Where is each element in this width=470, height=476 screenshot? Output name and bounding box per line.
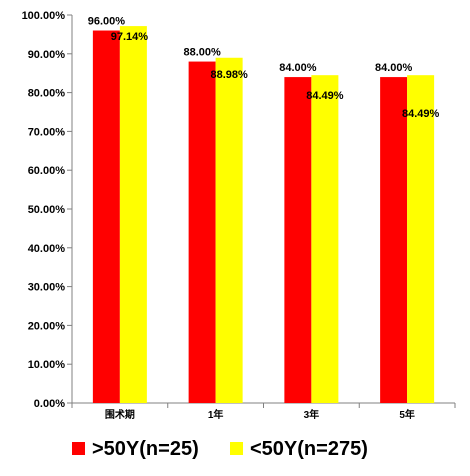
- data-label: 84.00%: [279, 62, 317, 74]
- data-label: 84.49%: [306, 90, 344, 102]
- legend-swatch: [230, 442, 243, 455]
- y-tick-label: 10.00%: [28, 359, 66, 371]
- y-tick-label: 60.00%: [28, 165, 66, 177]
- y-tick-label: 20.00%: [28, 320, 66, 332]
- chart-axes: 0.00% 10.00% 20.00% 30.00% 40.00% 50.00% 60.00…: [22, 10, 456, 421]
- x-tick-label: 1年: [208, 408, 224, 421]
- data-label: 84.49%: [402, 108, 440, 120]
- data-label: 96.00%: [88, 16, 126, 28]
- y-tick-label: 30.00%: [28, 282, 66, 294]
- bar-over-50: [380, 77, 408, 403]
- data-label: 97.14%: [111, 31, 149, 43]
- bar-over-50: [284, 77, 312, 403]
- data-label: 84.00%: [375, 62, 413, 74]
- y-tick-label: 100.00%: [22, 10, 66, 22]
- legend-label: <50Y(n=275): [250, 438, 368, 460]
- y-tick-label: 80.00%: [28, 88, 66, 100]
- x-tick-label: 5年: [399, 408, 415, 421]
- y-tick-label: 0.00%: [34, 398, 65, 410]
- data-labels: 96.00% 88.00% 84.00% 84.00% 97.14% 88.98% 84.4…: [88, 16, 440, 121]
- y-tick-label: 40.00%: [28, 243, 66, 255]
- bar-under-50: [119, 26, 147, 403]
- data-label: 88.98%: [210, 69, 248, 81]
- legend-swatch: [72, 442, 85, 455]
- chart-bars: [92, 26, 435, 404]
- y-tick-label: 90.00%: [28, 49, 66, 61]
- data-label: 88.00%: [183, 47, 221, 59]
- bar-under-50: [311, 75, 339, 403]
- bar-under-50: [215, 57, 243, 403]
- y-tick-label: 50.00%: [28, 204, 66, 216]
- x-tick-label: 3年: [304, 408, 320, 421]
- bar-under-50: [407, 75, 435, 403]
- chart-legend: >50Y(n=25) <50Y(n=275): [72, 438, 368, 460]
- bar-over-50: [188, 61, 216, 404]
- bar-over-50: [92, 30, 120, 404]
- legend-label: >50Y(n=25): [92, 438, 199, 460]
- x-tick-label: 围术期: [105, 408, 135, 421]
- y-tick-label: 70.00%: [28, 126, 66, 138]
